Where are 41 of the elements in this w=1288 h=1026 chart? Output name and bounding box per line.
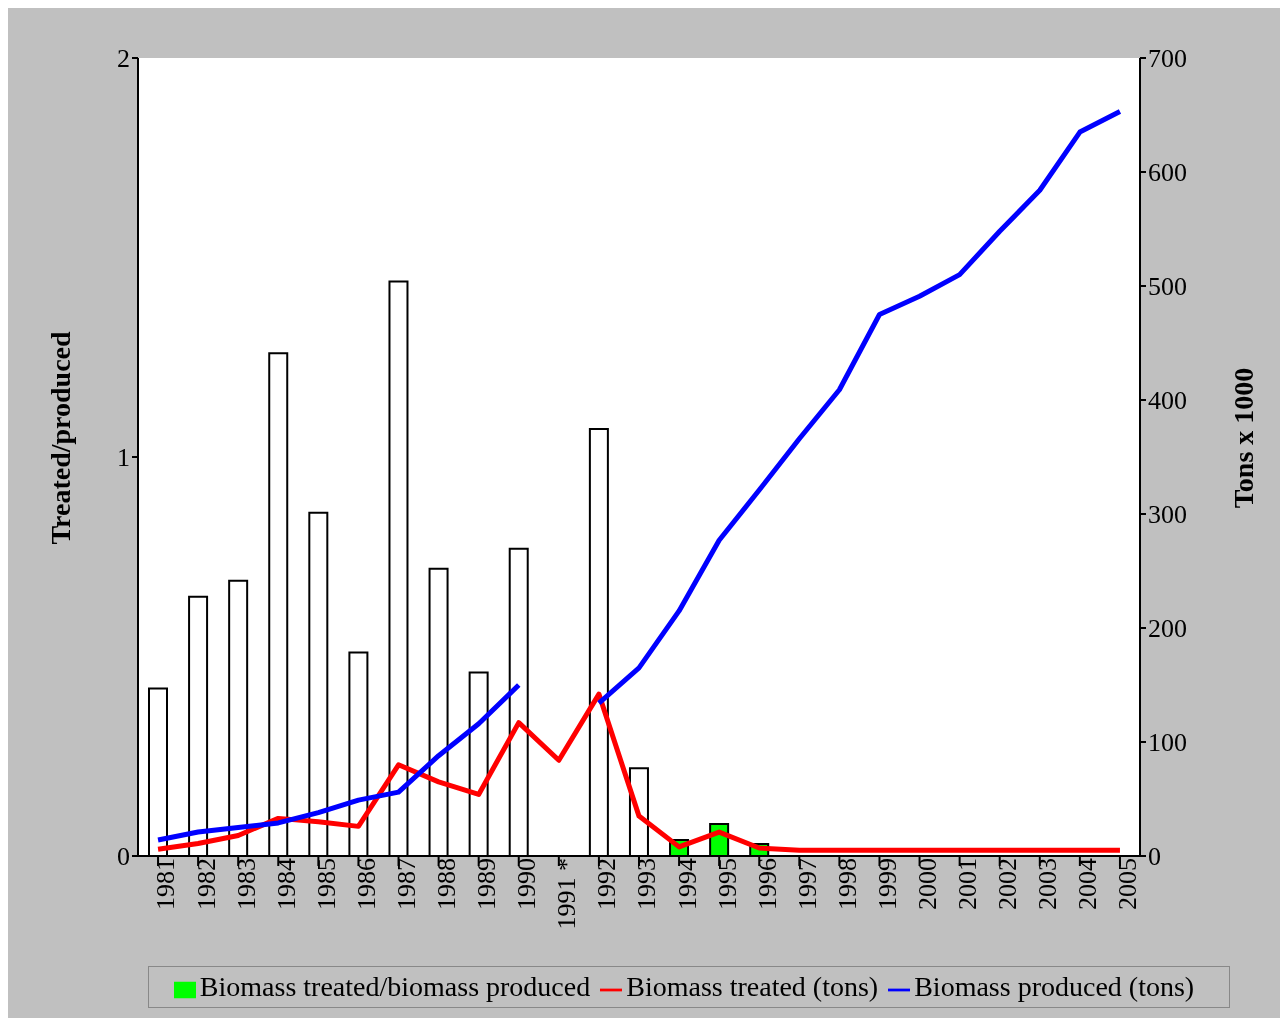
- x-tick-label: 1989: [472, 858, 502, 910]
- x-tick-label: 1994: [672, 858, 702, 910]
- x-tick-label: 1986: [351, 858, 381, 910]
- y-tick-label: 0: [117, 842, 130, 872]
- y-axis-title: Treated/produced: [45, 331, 76, 545]
- x-tick-label: 1991 *: [552, 858, 582, 930]
- x-tick-label: 1998: [832, 858, 862, 910]
- x-tick-label: 1987: [391, 858, 421, 910]
- y2-tick-label: 200: [1148, 614, 1187, 644]
- x-tick-label: 2004: [1073, 858, 1103, 910]
- x-tick-label: 1983: [231, 858, 261, 910]
- y2-tick-label: 400: [1148, 386, 1187, 416]
- legend-label: Biomass treated/biomass produced: [199, 971, 591, 1002]
- legend-label: Biomass treated (tons): [626, 971, 879, 1002]
- y2-tick-label: 500: [1148, 272, 1187, 302]
- y2-tick-label: 600: [1148, 158, 1187, 188]
- y2-tick-label: 700: [1148, 44, 1187, 74]
- x-tick-label: 2003: [1033, 858, 1063, 910]
- y-tick-label: 2: [117, 44, 130, 74]
- x-tick-label: 1993: [632, 858, 662, 910]
- x-tick-label: 2002: [993, 858, 1023, 910]
- legend-label: Biomass produced (tons): [914, 971, 1195, 1002]
- x-tick-label: 2005: [1113, 858, 1143, 910]
- x-tick-label: 1982: [191, 858, 221, 910]
- y2-tick-label: 300: [1148, 500, 1187, 530]
- x-tick-label: 1984: [271, 858, 301, 910]
- x-tick-label: 1988: [432, 858, 462, 910]
- y2-axis-title: Tons x 1000: [1228, 367, 1259, 509]
- x-tick-label: 2000: [913, 858, 943, 910]
- x-tick-label: 1992: [592, 858, 622, 910]
- y2-tick-label: 100: [1148, 728, 1187, 758]
- x-tick-label: 1985: [311, 858, 341, 910]
- x-tick-label: 1981: [151, 858, 181, 910]
- x-tick-label: 1995: [712, 858, 742, 910]
- y2-tick-label: 0: [1148, 842, 1161, 872]
- x-tick-label: 1999: [872, 858, 902, 910]
- x-tick-label: 1997: [792, 858, 822, 910]
- x-tick-label: 1996: [752, 858, 782, 910]
- x-tick-label: 1990: [512, 858, 542, 910]
- y-tick-label: 1: [117, 443, 130, 473]
- x-tick-label: 2001: [953, 858, 983, 910]
